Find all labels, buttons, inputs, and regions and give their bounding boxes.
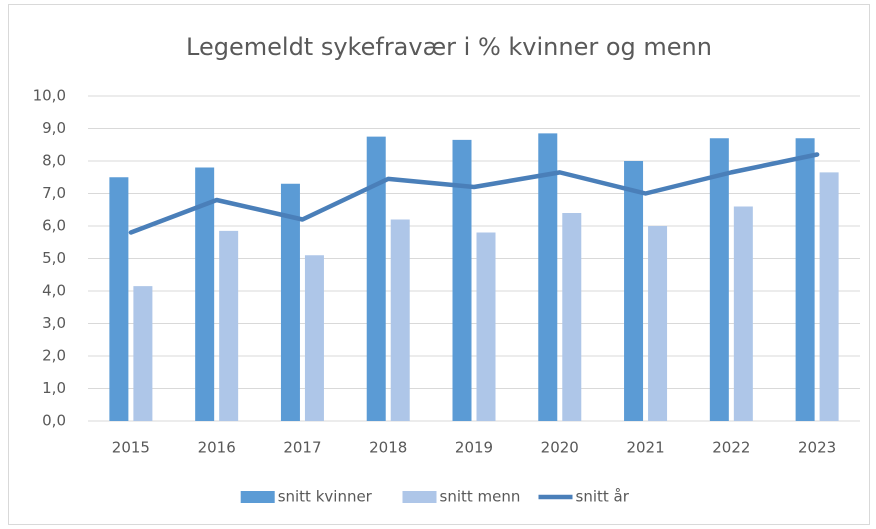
bar: [795, 138, 815, 421]
bar: [538, 133, 558, 421]
x-tick-label: 2022: [712, 439, 750, 457]
x-tick-label: 2015: [112, 439, 150, 457]
legend-label: snitt menn: [440, 488, 521, 506]
line-series: [128, 152, 820, 235]
bar: [819, 172, 839, 421]
y-tick-label: 6,0: [42, 217, 66, 235]
bar: [304, 255, 324, 421]
x-tick-label: 2021: [626, 439, 664, 457]
bar: [390, 219, 410, 421]
x-tick-label: 2020: [541, 439, 579, 457]
bar: [624, 161, 644, 421]
bar: [709, 138, 729, 421]
bar: [733, 206, 753, 421]
y-tick-label: 8,0: [42, 152, 66, 170]
x-tick-label: 2018: [369, 439, 407, 457]
legend-label: snitt kvinner: [278, 488, 373, 506]
bar: [195, 167, 215, 421]
bar: [562, 213, 582, 421]
bar: [476, 232, 496, 421]
x-tick-label: 2016: [198, 439, 236, 457]
x-tick-label: 2019: [455, 439, 493, 457]
bar: [280, 183, 300, 421]
chart-title: Legemeldt sykefravær i % kvinner og menn: [186, 33, 712, 61]
y-tick-label: 1,0: [42, 379, 66, 397]
y-tick-label: 10,0: [33, 87, 66, 105]
y-tick-label: 2,0: [42, 347, 66, 365]
legend-swatch: [402, 491, 437, 503]
bar: [366, 136, 386, 421]
y-tick-label: 4,0: [42, 282, 66, 300]
legend-label: snitt år: [576, 488, 630, 506]
y-tick-label: 9,0: [42, 119, 66, 137]
bar: [109, 177, 129, 421]
y-tick-label: 7,0: [42, 184, 66, 202]
y-tick-label: 0,0: [42, 412, 66, 430]
legend-swatch: [240, 491, 275, 503]
x-tick-label: 2023: [798, 439, 836, 457]
bar: [133, 286, 153, 421]
y-tick-label: 5,0: [42, 249, 66, 267]
bar: [452, 139, 472, 421]
x-tick-label: 2017: [283, 439, 321, 457]
bar: [219, 230, 239, 421]
y-tick-label: 3,0: [42, 314, 66, 332]
bar: [648, 226, 668, 421]
